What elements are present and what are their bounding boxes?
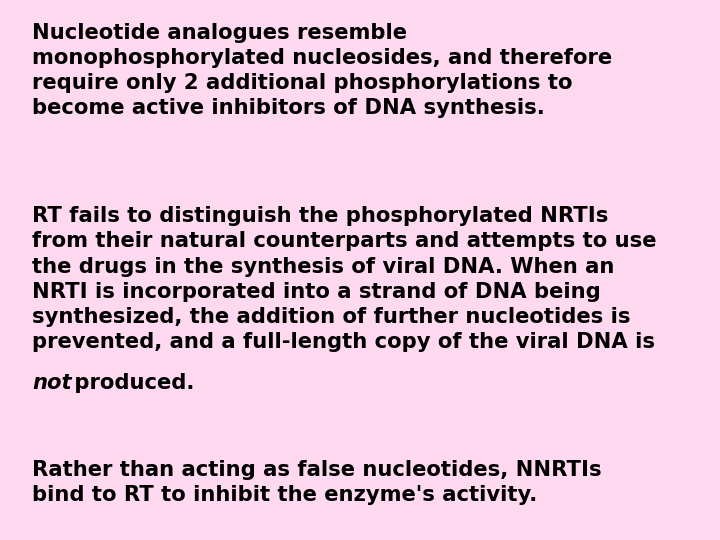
Text: Nucleotide analogues resemble
monophosphorylated nucleosides, and therefore
requ: Nucleotide analogues resemble monophosph…	[32, 23, 613, 118]
Text: RT fails to distinguish the phosphorylated NRTIs
from their natural counterparts: RT fails to distinguish the phosphorylat…	[32, 206, 657, 352]
Text: produced.: produced.	[67, 374, 194, 394]
Text: not: not	[32, 374, 72, 394]
Text: Rather than acting as false nucleotides, NNRTIs
bind to RT to inhibit the enzyme: Rather than acting as false nucleotides,…	[32, 460, 602, 505]
